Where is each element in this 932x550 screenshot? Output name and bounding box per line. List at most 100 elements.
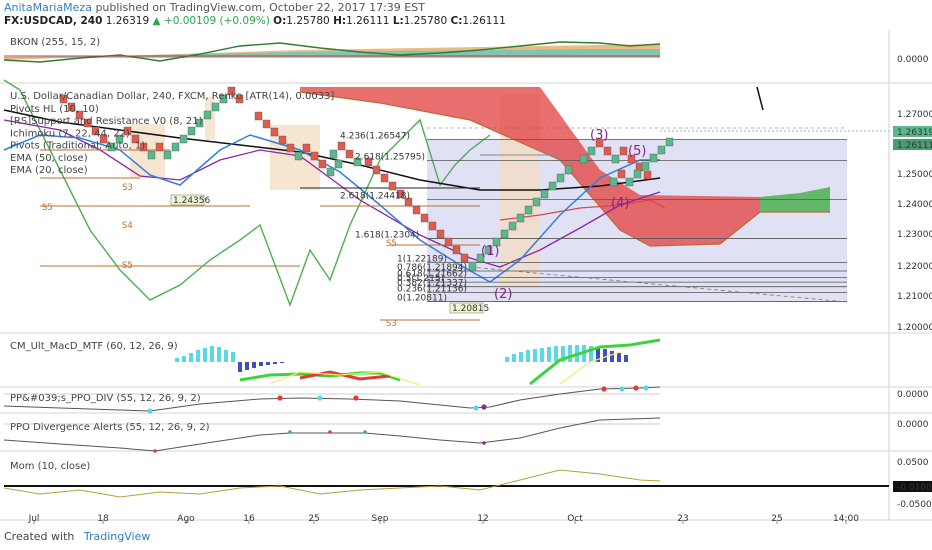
renko-brick xyxy=(211,102,220,112)
momentum-value-marker xyxy=(893,481,932,492)
created-with-text: Created with xyxy=(4,530,75,543)
wave-label: (1) xyxy=(481,244,499,259)
macd-histogram-bar xyxy=(252,362,256,368)
renko-brick xyxy=(633,169,642,179)
author-link[interactable]: AnitaMariaMeza xyxy=(4,1,92,14)
macd-histogram-bar xyxy=(596,347,600,362)
price-y-tick: 1.20000 xyxy=(897,323,932,333)
renko-brick xyxy=(67,102,76,112)
x-axis-label: 25 xyxy=(771,514,782,524)
fib-label: 2.618(1.24418) xyxy=(340,192,410,202)
x-axis-label: Oct xyxy=(567,514,583,524)
divergence-dot xyxy=(481,404,487,410)
published-text: published on TradingView.com, October 22… xyxy=(95,1,425,14)
divergence-dot xyxy=(601,386,607,392)
renko-brick xyxy=(262,119,271,129)
renko-brick xyxy=(460,253,469,263)
renko-brick xyxy=(665,137,674,147)
renko-brick xyxy=(649,153,658,163)
triangle-up-icon: ▲ xyxy=(152,15,161,27)
renko-brick xyxy=(75,110,84,120)
macd-histogram-bar xyxy=(512,354,516,362)
renko-brick xyxy=(420,213,429,223)
renko-brick xyxy=(83,118,92,128)
renko-brick xyxy=(603,146,612,156)
renko-brick xyxy=(99,134,108,144)
renko-brick xyxy=(548,181,557,191)
renko-brick xyxy=(452,245,461,255)
price-y-tick: 1.21000 xyxy=(897,292,932,302)
macd-histogram-bar xyxy=(189,353,193,362)
renko-brick xyxy=(492,237,501,247)
close-price-marker xyxy=(893,139,932,150)
macd-line xyxy=(529,338,661,386)
last-price-label: 1.26319 xyxy=(897,128,932,138)
divergence-dot xyxy=(643,385,649,391)
fib-label: 0.786(1.21894) xyxy=(397,263,467,273)
macd-histogram-bar xyxy=(245,362,249,370)
renko-brick xyxy=(404,197,413,207)
legend-entry: [RS]Support and Resistance V0 (8, 21) xyxy=(10,116,203,127)
renko-brick xyxy=(131,134,140,144)
macd-histogram-bar xyxy=(610,351,614,362)
macd-histogram-bar xyxy=(273,362,277,364)
last-price: 1.26319 xyxy=(105,15,150,27)
close-price-label: 1.26111 xyxy=(897,141,932,151)
renko-brick xyxy=(516,213,525,223)
divergence-dot xyxy=(619,386,625,392)
legend-entry: Ichimoku (7, 22, 44, 22) xyxy=(10,128,130,139)
renko-brick xyxy=(107,142,116,152)
macd-histogram-bar xyxy=(561,346,565,362)
renko-brick xyxy=(484,245,493,255)
alert-dot xyxy=(153,449,157,453)
macd-histogram-bar xyxy=(238,362,242,372)
low-value: 1.25780 xyxy=(403,15,448,27)
macd-histogram-bar xyxy=(182,356,186,362)
renko-brick xyxy=(641,161,650,171)
x-axis-label: Jul xyxy=(28,514,40,524)
symbol-label[interactable]: FX:USDCAD, 240 xyxy=(4,15,103,27)
renko-brick xyxy=(657,145,666,155)
price-label-box xyxy=(449,302,484,314)
renko-brick xyxy=(345,149,354,159)
ppo-div-title: PP&#039;s_PPO_DIV (55, 12, 26, 9, 2) xyxy=(10,393,201,404)
macd-histogram-bar xyxy=(624,355,628,362)
renko-brick xyxy=(396,189,405,199)
macd-histogram-bar xyxy=(603,349,607,362)
renko-brick xyxy=(123,126,132,136)
chart-area[interactable]: BKON (255, 15, 2) 0.0000 (1) (2) (3) (4) (5) 4.… xyxy=(0,30,932,528)
renko-brick xyxy=(91,126,100,136)
divergence-dot xyxy=(353,395,359,401)
renko-brick xyxy=(372,165,381,175)
pivot-label: S3 xyxy=(122,183,133,193)
renko-brick xyxy=(326,167,335,177)
tradingview-logo[interactable]: TradingView xyxy=(83,530,151,543)
renko-brick xyxy=(302,143,311,153)
alert-dot xyxy=(288,430,292,434)
high-label: H: xyxy=(333,15,347,27)
renko-brick xyxy=(334,159,343,169)
footer: Created with TradingView xyxy=(4,530,150,543)
price-y-tick: 1.23000 xyxy=(897,230,932,240)
momentum-y-tick: 0.0500 xyxy=(897,458,929,468)
renko-brick xyxy=(476,253,485,263)
macd-zero-line xyxy=(559,351,621,385)
renko-brick xyxy=(179,134,188,144)
renko-brick xyxy=(556,173,565,183)
macd-histogram-bar xyxy=(280,362,284,363)
renko-brick xyxy=(579,154,588,164)
price-y-tick: 1.22000 xyxy=(897,262,932,272)
macd-histogram-bar xyxy=(519,352,523,362)
ema-20-line xyxy=(3,119,661,268)
macd-histogram-bar xyxy=(617,353,621,362)
renko-brick xyxy=(436,229,445,239)
renko-brick xyxy=(286,143,295,153)
ichimoku-span-b xyxy=(299,91,830,247)
macd-histogram-bar xyxy=(533,349,537,362)
macd-histogram-bar xyxy=(231,352,235,362)
alert-dot xyxy=(328,430,332,434)
pivot-label: S3 xyxy=(386,319,397,329)
price-label: 1.24356 xyxy=(173,196,210,206)
macd-histogram-bar xyxy=(526,350,530,362)
renko-brick xyxy=(337,141,346,151)
